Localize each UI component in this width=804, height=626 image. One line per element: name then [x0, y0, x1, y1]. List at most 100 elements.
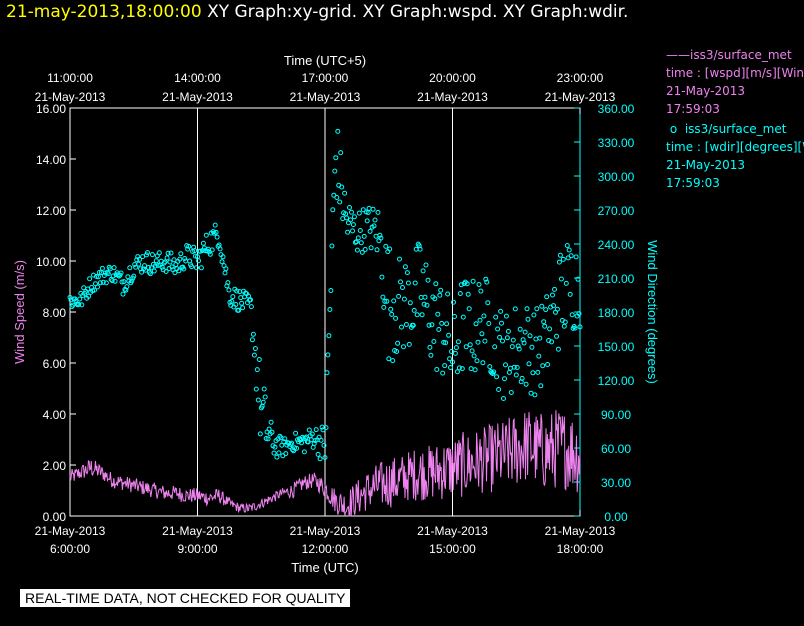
wdir-point	[467, 342, 473, 348]
wdir-point	[445, 291, 451, 297]
wdir-point	[569, 312, 575, 318]
wdir-point	[534, 306, 540, 312]
wdir-point	[496, 387, 502, 392]
wdir-point	[572, 325, 578, 331]
wdir-point	[422, 294, 428, 300]
wdir-point	[434, 367, 440, 372]
wdir-point	[230, 294, 236, 300]
wdir-point	[233, 302, 239, 307]
wdir-point	[86, 293, 92, 299]
wdir-point	[177, 256, 183, 262]
legend-wspd: ——iss3/surface_met time : [wspd][m/s][Wi…	[666, 46, 804, 118]
wdir-point	[134, 257, 140, 263]
wdir-point	[375, 209, 381, 215]
wdir-point	[530, 370, 536, 376]
wdir-point	[145, 250, 150, 256]
wdir-point	[481, 313, 487, 319]
wdir-point	[169, 264, 175, 270]
wdir-point	[533, 336, 539, 342]
wdir-point	[502, 376, 507, 382]
wdir-point	[271, 450, 277, 456]
wdir-point	[469, 348, 475, 354]
wdir-point	[508, 390, 514, 395]
wdir-point	[539, 303, 545, 309]
wdir-point	[213, 229, 219, 235]
wdir-point	[353, 239, 359, 245]
wdir-point	[340, 216, 346, 222]
bottom-tick-date: 21-May-2013	[417, 524, 488, 538]
wdir-point	[521, 340, 527, 346]
x-axis-title-top: Time (UTC+5)	[284, 53, 366, 68]
wdir-point	[519, 375, 525, 381]
wdir-point	[396, 293, 402, 299]
wdir-point	[527, 333, 533, 339]
wdir-point	[311, 441, 317, 446]
wdir-point	[433, 281, 439, 287]
wdir-point	[186, 243, 192, 249]
left-tick-label: 6.00	[43, 357, 67, 371]
wdir-point	[183, 258, 189, 264]
y-axis-title-right: Wind Direction (degrees)	[645, 240, 660, 384]
wdir-point	[234, 288, 240, 294]
bottom-tick-date: 21-May-2013	[290, 524, 361, 538]
wdir-point	[524, 306, 530, 312]
legend-wdir: o iss3/surface_met time : [wdir][degrees…	[666, 120, 804, 192]
wdir-point	[536, 353, 542, 359]
wdir-point	[351, 214, 357, 220]
wdir-point	[167, 259, 173, 265]
wdir-point	[151, 268, 157, 274]
wdir-point	[528, 390, 534, 396]
wdir-point	[367, 228, 373, 234]
top-tick-date: 21-May-2013	[417, 90, 488, 104]
wdir-point	[146, 265, 151, 270]
wdir-point	[552, 286, 557, 292]
wdir-point	[398, 279, 403, 285]
wdir-point	[475, 339, 481, 345]
wdir-point	[308, 437, 314, 443]
wdir-point	[440, 370, 446, 376]
right-tick-label: 120.00	[598, 374, 635, 388]
wdir-point	[560, 256, 566, 262]
wdir-point	[94, 274, 99, 279]
wdir-point	[250, 331, 256, 337]
wdir-point	[212, 222, 218, 228]
wdir-point	[567, 291, 573, 297]
wdir-point	[458, 282, 464, 288]
wdir-point	[161, 260, 167, 266]
wdir-point	[339, 184, 345, 190]
wdir-point	[95, 274, 101, 280]
wdir-point	[359, 249, 365, 255]
wdir-point	[321, 442, 327, 448]
wdir-point	[162, 259, 168, 265]
wdir-point	[492, 344, 498, 350]
wdir-point	[320, 427, 326, 433]
wdir-point	[542, 323, 548, 329]
right-tick-label: 270.00	[598, 204, 635, 218]
wdir-point	[406, 341, 412, 347]
right-tick-label: 150.00	[598, 340, 635, 354]
wdir-point	[452, 314, 457, 319]
wdir-point	[329, 243, 335, 249]
wdir-point	[395, 340, 401, 346]
wdir-point	[105, 271, 111, 277]
wdir-point	[407, 300, 413, 306]
wdir-point	[555, 346, 561, 352]
wdir-point	[159, 264, 165, 270]
wdir-point	[282, 436, 288, 442]
right-tick-label: 60.00	[601, 442, 631, 456]
y-axis-title-left: Wind Speed (m/s)	[12, 260, 27, 364]
legend-wspd-variable: time : [wspd][m/s][Wind	[666, 66, 804, 80]
wdir-point	[251, 352, 257, 358]
wdir-point	[442, 363, 448, 369]
wdir-point	[350, 228, 355, 234]
wdir-point	[99, 265, 105, 271]
top-tick-date: 21-May-2013	[545, 90, 616, 104]
wdir-point	[484, 279, 490, 285]
wdir-point	[449, 349, 454, 354]
wdir-point	[379, 274, 385, 280]
wdir-point	[393, 315, 399, 321]
wdir-point	[451, 299, 456, 305]
wdir-point	[523, 381, 529, 387]
wdir-point	[443, 340, 449, 346]
wdir-point	[223, 266, 229, 272]
